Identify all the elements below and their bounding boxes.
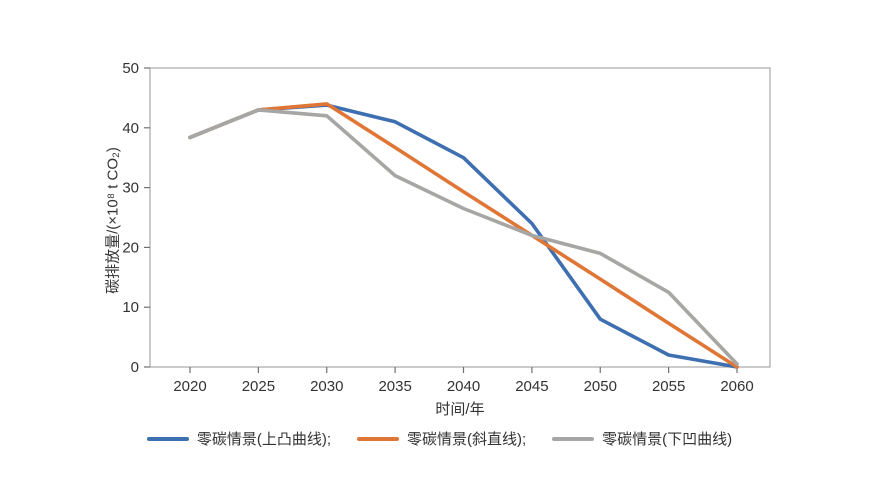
series-line-0 [188, 103, 739, 369]
y-tick-label: 40 [122, 120, 139, 137]
legend-label: 零碳情景(上凸曲线); [196, 431, 331, 448]
series-line-2 [188, 108, 739, 366]
x-axis-label: 时间/年 [435, 401, 485, 418]
x-tick-label: 2040 [447, 378, 480, 395]
series-line-1 [188, 102, 739, 369]
y-tick-label: 0 [131, 359, 139, 376]
x-tick-label: 2060 [720, 378, 753, 395]
x-tick-label: 2020 [173, 378, 206, 395]
x-tick-label: 2055 [652, 378, 685, 395]
legend-swatch [146, 436, 189, 441]
legend-swatch [357, 436, 399, 441]
x-tick-label: 2030 [310, 378, 343, 395]
x-tick-label: 2035 [378, 378, 411, 395]
legend-swatch [552, 436, 595, 441]
y-tick-label: 20 [122, 239, 139, 256]
legend-label: 零碳情景(下凹曲线) [602, 431, 733, 448]
legend-item-concave: 零碳情景(下凹曲线) [552, 428, 732, 449]
plot-border [149, 67, 771, 368]
y-axis-label: 碳排放量/(×10⁸ t CO₂) [104, 147, 122, 294]
legend-item-convex: 零碳情景(上凸曲线); [146, 428, 331, 449]
legend-label: 零碳情景(斜直线); [407, 431, 527, 448]
chart-legend: 零碳情景(上凸曲线); 零碳情景(斜直线); 零碳情景(下凹曲线) [0, 428, 879, 449]
y-tick-label: 10 [122, 299, 139, 316]
y-tick-label: 50 [122, 60, 139, 77]
x-tick-label: 2050 [584, 378, 617, 395]
x-tick-label: 2045 [515, 378, 548, 395]
legend-item-straight: 零碳情景(斜直线); [357, 428, 526, 449]
y-tick-label: 30 [122, 180, 139, 197]
x-tick-label: 2025 [242, 378, 275, 395]
